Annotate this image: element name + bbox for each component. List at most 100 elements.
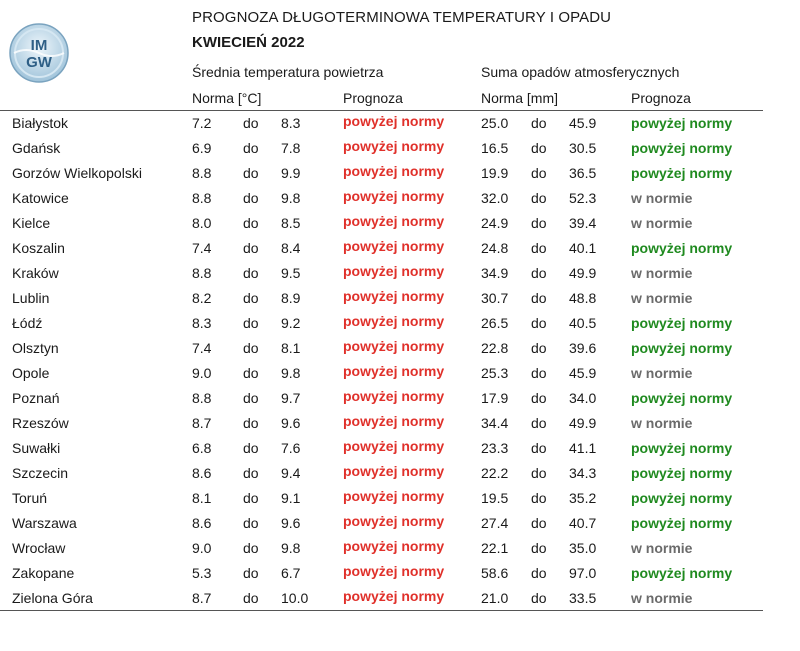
prec-norm-max-cell: 35.2 [569,490,597,506]
temp-forecast-cell: powyżej normy [343,588,445,604]
temp-norm-sep-cell: do [243,515,259,531]
prec-norm-sep-cell: do [531,315,547,331]
prec-forecast-cell: powyżej normy [631,315,733,331]
prec-forecast-cell: powyżej normy [631,115,733,131]
prec-forecast-cell: w normie [631,415,693,431]
prec-norm-min-cell: 23.3 [481,440,509,456]
temp-norm-min-cell: 7.2 [192,115,212,131]
table-row: Kielce 8.0 do 8.5 powyżej normy 24.9 do 39.4 w n… [0,211,763,236]
prec-norm-max-cell: 52.3 [569,190,597,206]
page-subtitle: KWIECIEŃ 2022 [192,34,305,51]
temp-norm-sep-cell: do [243,265,259,281]
temp-norm-header: Norma [°C] [192,90,262,106]
prec-norm-max-cell: 49.9 [569,265,597,281]
temp-forecast-header: Prognoza [343,90,403,106]
temp-norm-min-cell: 6.9 [192,140,212,156]
temp-forecast-cell: powyżej normy [343,438,445,454]
temp-norm-sep-cell: do [243,390,259,406]
city-cell: Kraków [12,265,59,281]
table-row: Kraków 8.8 do 9.5 powyżej normy 34.9 do 49.9 w n… [0,261,763,286]
prec-norm-min-cell: 22.1 [481,540,509,556]
temp-forecast-cell: powyżej normy [343,113,445,129]
city-cell: Toruń [12,490,48,506]
prec-forecast-cell: w normie [631,190,693,206]
prec-norm-max-cell: 36.5 [569,165,597,181]
page-title: PROGNOZA DŁUGOTERMINOWA TEMPERATURY I OP… [192,9,612,26]
imgw-logo-icon: IM GW [9,23,69,83]
temp-forecast-cell: powyżej normy [343,388,445,404]
temp-norm-min-cell: 7.4 [192,240,212,256]
temp-norm-max-cell: 9.2 [281,315,301,331]
table-row: Białystok 7.2 do 8.3 powyżej normy 25.0 do 45.9… [0,111,763,136]
temp-norm-min-cell: 8.8 [192,190,212,206]
table-row: Koszalin 7.4 do 8.4 powyżej normy 24.8 do 40.1 p… [0,236,763,261]
prec-norm-min-cell: 22.8 [481,340,509,356]
temp-norm-max-cell: 9.5 [281,265,301,281]
table-row: Łódź 8.3 do 9.2 powyżej normy 26.5 do 40.5 powyż… [0,311,763,336]
prec-norm-sep-cell: do [531,540,547,556]
prec-norm-min-cell: 34.4 [481,415,509,431]
prec-norm-min-cell: 25.3 [481,365,509,381]
city-cell: Opole [12,365,50,381]
prec-norm-min-cell: 30.7 [481,290,509,306]
temp-forecast-cell: powyżej normy [343,488,445,504]
temp-forecast-cell: powyżej normy [343,313,445,329]
temp-norm-min-cell: 8.0 [192,215,212,231]
prec-forecast-cell: w normie [631,540,693,556]
prec-norm-min-cell: 21.0 [481,590,509,606]
temp-forecast-cell: powyżej normy [343,213,445,229]
temp-norm-max-cell: 9.1 [281,490,301,506]
prec-norm-sep-cell: do [531,115,547,131]
temp-forecast-cell: powyżej normy [343,288,445,304]
temp-norm-min-cell: 8.8 [192,390,212,406]
temp-norm-max-cell: 9.9 [281,165,301,181]
prec-norm-sep-cell: do [531,390,547,406]
forecast-table: Białystok 7.2 do 8.3 powyżej normy 25.0 do 45.9… [0,111,763,611]
temp-forecast-cell: powyżej normy [343,563,445,579]
temp-forecast-cell: powyżej normy [343,188,445,204]
prec-forecast-cell: powyżej normy [631,465,733,481]
temp-norm-sep-cell: do [243,490,259,506]
prec-norm-min-cell: 34.9 [481,265,509,281]
temp-forecast-cell: powyżej normy [343,138,445,154]
temp-norm-max-cell: 9.6 [281,415,301,431]
temp-norm-min-cell: 8.7 [192,590,212,606]
prec-norm-sep-cell: do [531,515,547,531]
prec-norm-min-cell: 19.9 [481,165,509,181]
temp-norm-max-cell: 7.8 [281,140,301,156]
temp-norm-min-cell: 7.4 [192,340,212,356]
prec-norm-max-cell: 40.5 [569,315,597,331]
prec-forecast-cell: w normie [631,590,693,606]
temp-forecast-cell: powyżej normy [343,263,445,279]
temp-norm-max-cell: 9.6 [281,515,301,531]
prec-norm-max-cell: 34.3 [569,465,597,481]
temp-norm-max-cell: 10.0 [281,590,309,606]
prec-norm-min-cell: 22.2 [481,465,509,481]
prec-norm-header: Norma [mm] [481,90,558,106]
prec-norm-max-cell: 39.4 [569,215,597,231]
header-rule [0,110,763,111]
prec-norm-sep-cell: do [531,240,547,256]
prec-forecast-cell: powyżej normy [631,490,733,506]
prec-norm-max-cell: 48.8 [569,290,597,306]
prec-norm-min-cell: 26.5 [481,315,509,331]
prec-forecast-cell: powyżej normy [631,440,733,456]
temp-norm-min-cell: 8.7 [192,415,212,431]
table-row: Warszawa 8.6 do 9.6 powyżej normy 27.4 do 40.7 p… [0,511,763,536]
table-row: Zakopane 5.3 do 6.7 powyżej normy 58.6 do 97.0 p… [0,561,763,586]
table-row: Wrocław 9.0 do 9.8 powyżej normy 22.1 do 35.0 w … [0,536,763,561]
temp-forecast-cell: powyżej normy [343,463,445,479]
prec-forecast-cell: powyżej normy [631,515,733,531]
city-cell: Olsztyn [12,340,59,356]
table-row: Zielona Góra 8.7 do 10.0 powyżej normy 21.0 do… [0,586,763,611]
temp-forecast-cell: powyżej normy [343,163,445,179]
prec-norm-max-cell: 30.5 [569,140,597,156]
city-cell: Łódź [12,315,43,331]
prec-norm-max-cell: 97.0 [569,565,597,581]
prec-norm-sep-cell: do [531,140,547,156]
temp-norm-sep-cell: do [243,565,259,581]
temp-norm-max-cell: 8.5 [281,215,301,231]
table-row: Rzeszów 8.7 do 9.6 powyżej normy 34.4 do 49.9 w … [0,411,763,436]
prec-norm-max-cell: 45.9 [569,365,597,381]
prec-norm-min-cell: 16.5 [481,140,509,156]
